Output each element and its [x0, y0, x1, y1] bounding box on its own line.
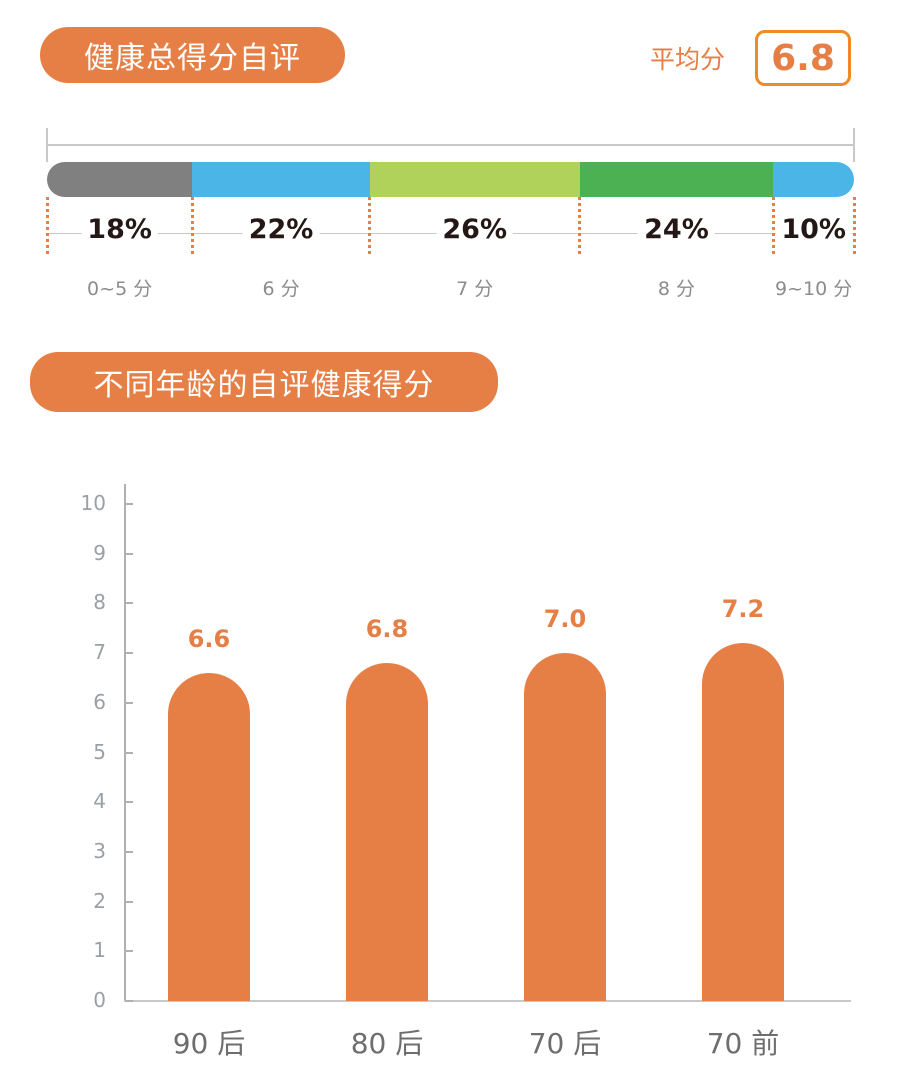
top-bracket-line: [46, 144, 854, 146]
y-tick: [125, 503, 133, 505]
y-tick-label: 4: [93, 789, 106, 814]
category-label: 7 分: [456, 278, 494, 300]
y-tick-label: 3: [93, 838, 106, 863]
divider-4: [771, 197, 775, 254]
y-tick: [125, 850, 133, 853]
bar-value-label: 7.0: [543, 605, 587, 634]
y-tick: [125, 552, 133, 555]
age-score-bar-chart: 0 1 2 3 4 5 6 7 8 9 10 6.6 90 后 6.8 80 后 7.0 70 后 7.2 70 …: [0, 440, 902, 1088]
y-tick-label: 5: [93, 739, 106, 764]
bracket-left-tick: [46, 128, 48, 162]
percent-label: 24%: [638, 214, 715, 245]
y-tick: [125, 602, 133, 605]
y-axis-line: [124, 484, 126, 1002]
y-tick: [125, 950, 133, 953]
score-distribution-chart: 18% 22% 26% 24% 10% 0~5 分 6 分 7 分 8 分 9~10 分: [0, 0, 902, 320]
x-category-label: 80 后: [350, 1027, 424, 1060]
y-tick: [125, 900, 133, 903]
bar-2: [524, 653, 606, 1001]
bar-3: [702, 643, 784, 1001]
x-axis-line: [124, 1000, 851, 1002]
average-score-label: 平均分: [650, 45, 726, 74]
percent-label: 10%: [775, 214, 852, 245]
y-tick: [125, 1000, 133, 1002]
average-score-badge: 6.8: [755, 30, 851, 86]
bar-value-label: 7.2: [721, 595, 765, 624]
divider-2: [368, 197, 372, 254]
category-label: 9~10 分: [775, 278, 853, 300]
divider-1: [190, 197, 194, 254]
y-tick-label: 9: [93, 540, 106, 565]
category-label: 0~5 分: [87, 278, 153, 300]
section-title-age-score: 不同年龄的自评健康得分: [30, 352, 498, 412]
divider-5: [852, 197, 856, 254]
bar-1: [346, 663, 428, 1001]
y-tick-label: 0: [93, 988, 106, 1012]
x-category-label: 70 后: [528, 1027, 602, 1060]
x-category-label: 90 后: [172, 1027, 246, 1060]
segment-3: [579, 162, 774, 197]
segment-0: [47, 162, 193, 197]
category-label: 8 分: [657, 278, 696, 300]
y-tick-label: 10: [80, 491, 106, 515]
segment-2: [369, 162, 580, 197]
y-tick-label: 8: [93, 590, 106, 615]
x-category-label: 70 前: [706, 1027, 780, 1060]
bracket-right-tick: [853, 128, 855, 162]
y-tick: [125, 701, 133, 704]
y-tick-label: 1: [93, 938, 106, 963]
y-tick-label: 2: [93, 888, 106, 913]
y-tick: [125, 751, 133, 754]
divider-0: [45, 197, 49, 254]
category-label: 6 分: [262, 278, 300, 300]
section-title-overall-score: 健康总得分自评: [40, 27, 345, 83]
y-tick-label: 6: [93, 689, 106, 714]
bar-value-label: 6.6: [187, 624, 231, 653]
segment-1: [192, 162, 370, 197]
y-tick: [125, 652, 133, 655]
percent-label: 18%: [81, 214, 158, 245]
bar-value-label: 6.8: [365, 615, 409, 644]
percent-label: 26%: [436, 214, 514, 245]
segment-4: [773, 162, 854, 197]
divider-3: [578, 197, 582, 254]
y-tick-label: 7: [93, 640, 106, 665]
bar-0: [168, 672, 250, 1001]
y-tick: [125, 801, 133, 804]
percent-label: 22%: [242, 214, 320, 245]
